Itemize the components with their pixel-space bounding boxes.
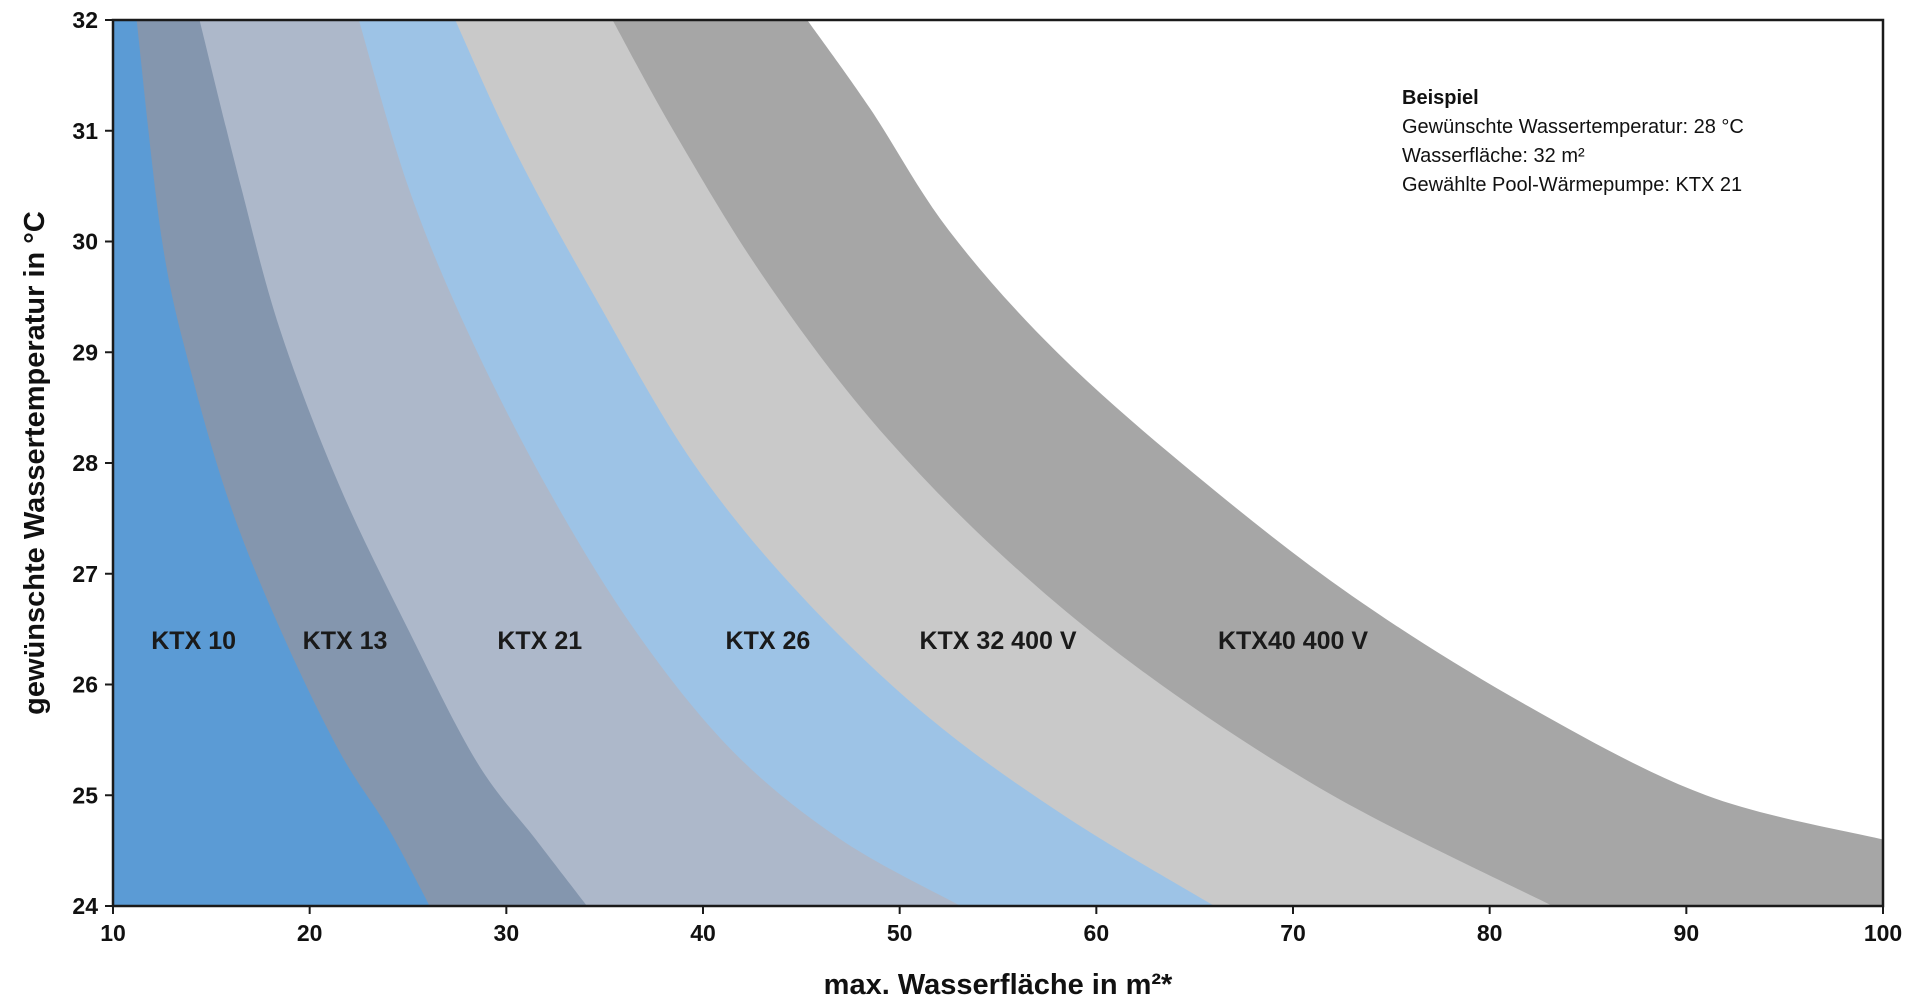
band-label-ktx-32-400-v: KTX 32 400 V [919,627,1076,655]
example-line-area: Wasserfläche: 32 m² [1402,145,1585,167]
x-tick-label: 100 [1864,920,1902,946]
band-label-ktx-26: KTX 26 [726,627,811,655]
y-tick-label: 28 [72,450,98,476]
band-label-ktx-13: KTX 13 [303,627,388,655]
x-tick-label: 70 [1280,920,1306,946]
x-tick-label: 20 [297,920,323,946]
y-tick-label: 27 [72,561,98,587]
band-label-ktx-10: KTX 10 [151,627,236,655]
axis-ticks: 10 20 30 40 50 60 70 80 90 100 24 25 26 27 28 29 30 31 32 [72,7,1902,946]
band-label-ktx-21: KTX 21 [497,627,582,655]
example-heading: Beispiel [1402,87,1479,109]
x-tick-label: 90 [1674,920,1700,946]
y-tick-label: 31 [72,118,98,144]
y-tick-label: 29 [72,339,98,365]
y-tick-label: 30 [72,229,98,255]
y-tick-label: 24 [72,893,98,919]
area-bands [113,20,1883,906]
x-tick-label: 10 [100,920,126,946]
y-tick-label: 25 [72,782,98,808]
x-tick-label: 60 [1084,920,1110,946]
band-labels: KTX 10 KTX 13 KTX 21 KTX 26 KTX 32 400 V KTX4… [151,627,1368,655]
band-ktx-10 [113,20,430,906]
example-line-temperature: Gewünschte Wassertemperatur: 28 °C [1402,116,1744,138]
band-label-ktx40-400-v: KTX40 400 V [1218,627,1368,655]
x-tick-label: 40 [690,920,716,946]
example-box: Beispiel Gewünschte Wassertemperatur: 28… [1402,87,1744,196]
x-tick-label: 80 [1477,920,1503,946]
x-tick-label: 50 [887,920,913,946]
y-tick-label: 26 [72,672,98,698]
y-axis-title: gewünschte Wassertemperatur in °C [19,211,51,715]
example-line-pump: Gewählte Pool-Wärmepumpe: KTX 21 [1402,174,1742,196]
x-axis-title: max. Wasserfläche in m²* [824,969,1173,1001]
y-tick-label: 32 [72,7,98,33]
x-tick-label: 30 [494,920,520,946]
